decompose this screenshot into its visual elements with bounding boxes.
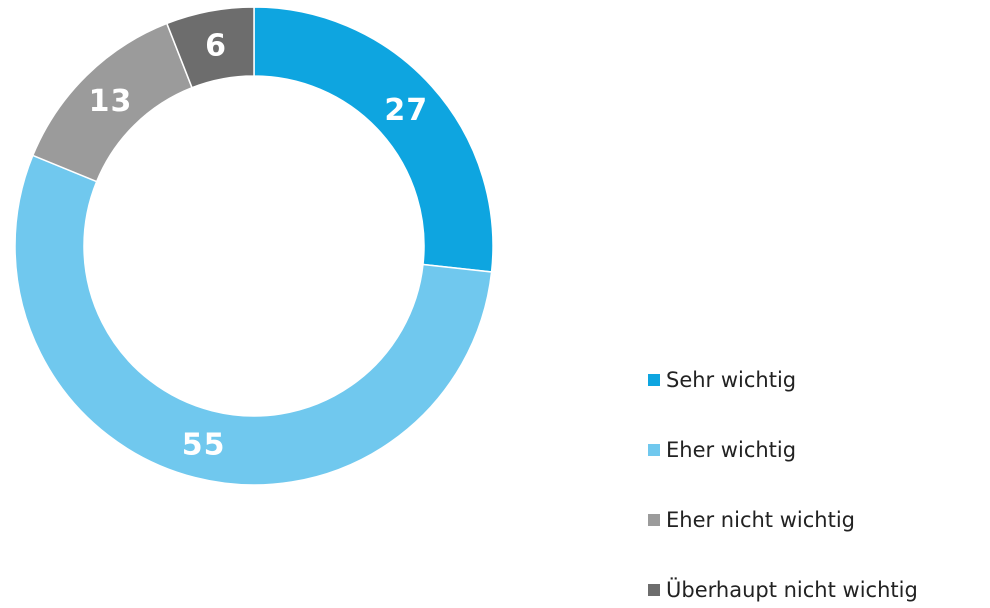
legend-label: Eher wichtig [666, 438, 796, 462]
donut-slice [165, 6, 255, 89]
legend-label: Eher nicht wichtig [666, 508, 855, 532]
data-label: 13 [89, 84, 133, 119]
donut-slice [253, 6, 494, 273]
data-label: 55 [182, 428, 226, 463]
legend-label: Sehr wichtig [666, 368, 796, 392]
legend-swatch [648, 374, 660, 386]
legend-swatch [648, 584, 660, 596]
donut-slice [14, 154, 493, 486]
data-label: 27 [384, 93, 428, 128]
legend-label: Überhaupt nicht wichtig [666, 577, 918, 602]
legend-swatch [648, 444, 660, 456]
legend-swatch [648, 514, 660, 526]
data-label: 6 [205, 29, 227, 64]
